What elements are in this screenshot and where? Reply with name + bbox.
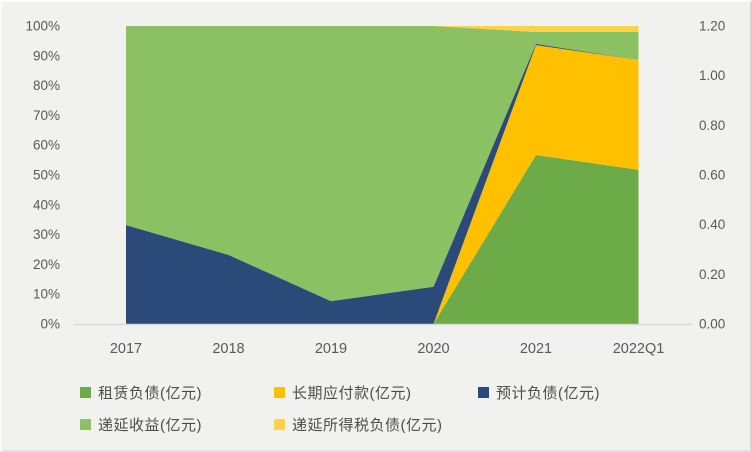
y-axis-left-tick: 70% [33, 108, 60, 123]
x-axis-label: 2021 [520, 341, 552, 357]
x-axis-label: 2022Q1 [613, 341, 665, 357]
y-axis-left-tick: 10% [33, 287, 60, 302]
y-axis-right-tick: 0.00 [699, 317, 725, 332]
y-axis-right-tick: 0.60 [699, 168, 725, 183]
y-axis-right-tick: 0.20 [699, 267, 725, 282]
y-axis-left-tick: 50% [33, 168, 60, 183]
y-axis-left-tick: 60% [33, 138, 60, 153]
y-axis-left-tick: 80% [33, 78, 60, 93]
y-axis-left-tick: 100% [25, 19, 60, 34]
y-axis-right-tick: 1.20 [699, 19, 725, 34]
area-series-deferred-income [126, 26, 639, 302]
y-axis-left-tick: 90% [33, 48, 60, 63]
area-series-estimated-liabilities [126, 43, 639, 325]
x-axis-label: 2019 [315, 341, 347, 357]
y-axis-left-tick: 30% [33, 227, 60, 242]
x-axis-label: 2017 [110, 341, 142, 357]
x-axis-label: 2020 [417, 341, 449, 357]
y-axis-left-tick: 20% [33, 257, 60, 272]
y-axis-right-tick: 1.00 [699, 68, 725, 83]
x-axis-label: 2018 [212, 341, 244, 357]
y-axis-right-tick: 0.40 [699, 217, 725, 232]
area-series-deferred-tax-liabilities [126, 26, 639, 32]
y-axis-left-tick: 0% [40, 317, 60, 332]
y-axis-right-tick: 0.80 [699, 118, 725, 133]
y-axis-left-tick: 40% [33, 197, 60, 212]
